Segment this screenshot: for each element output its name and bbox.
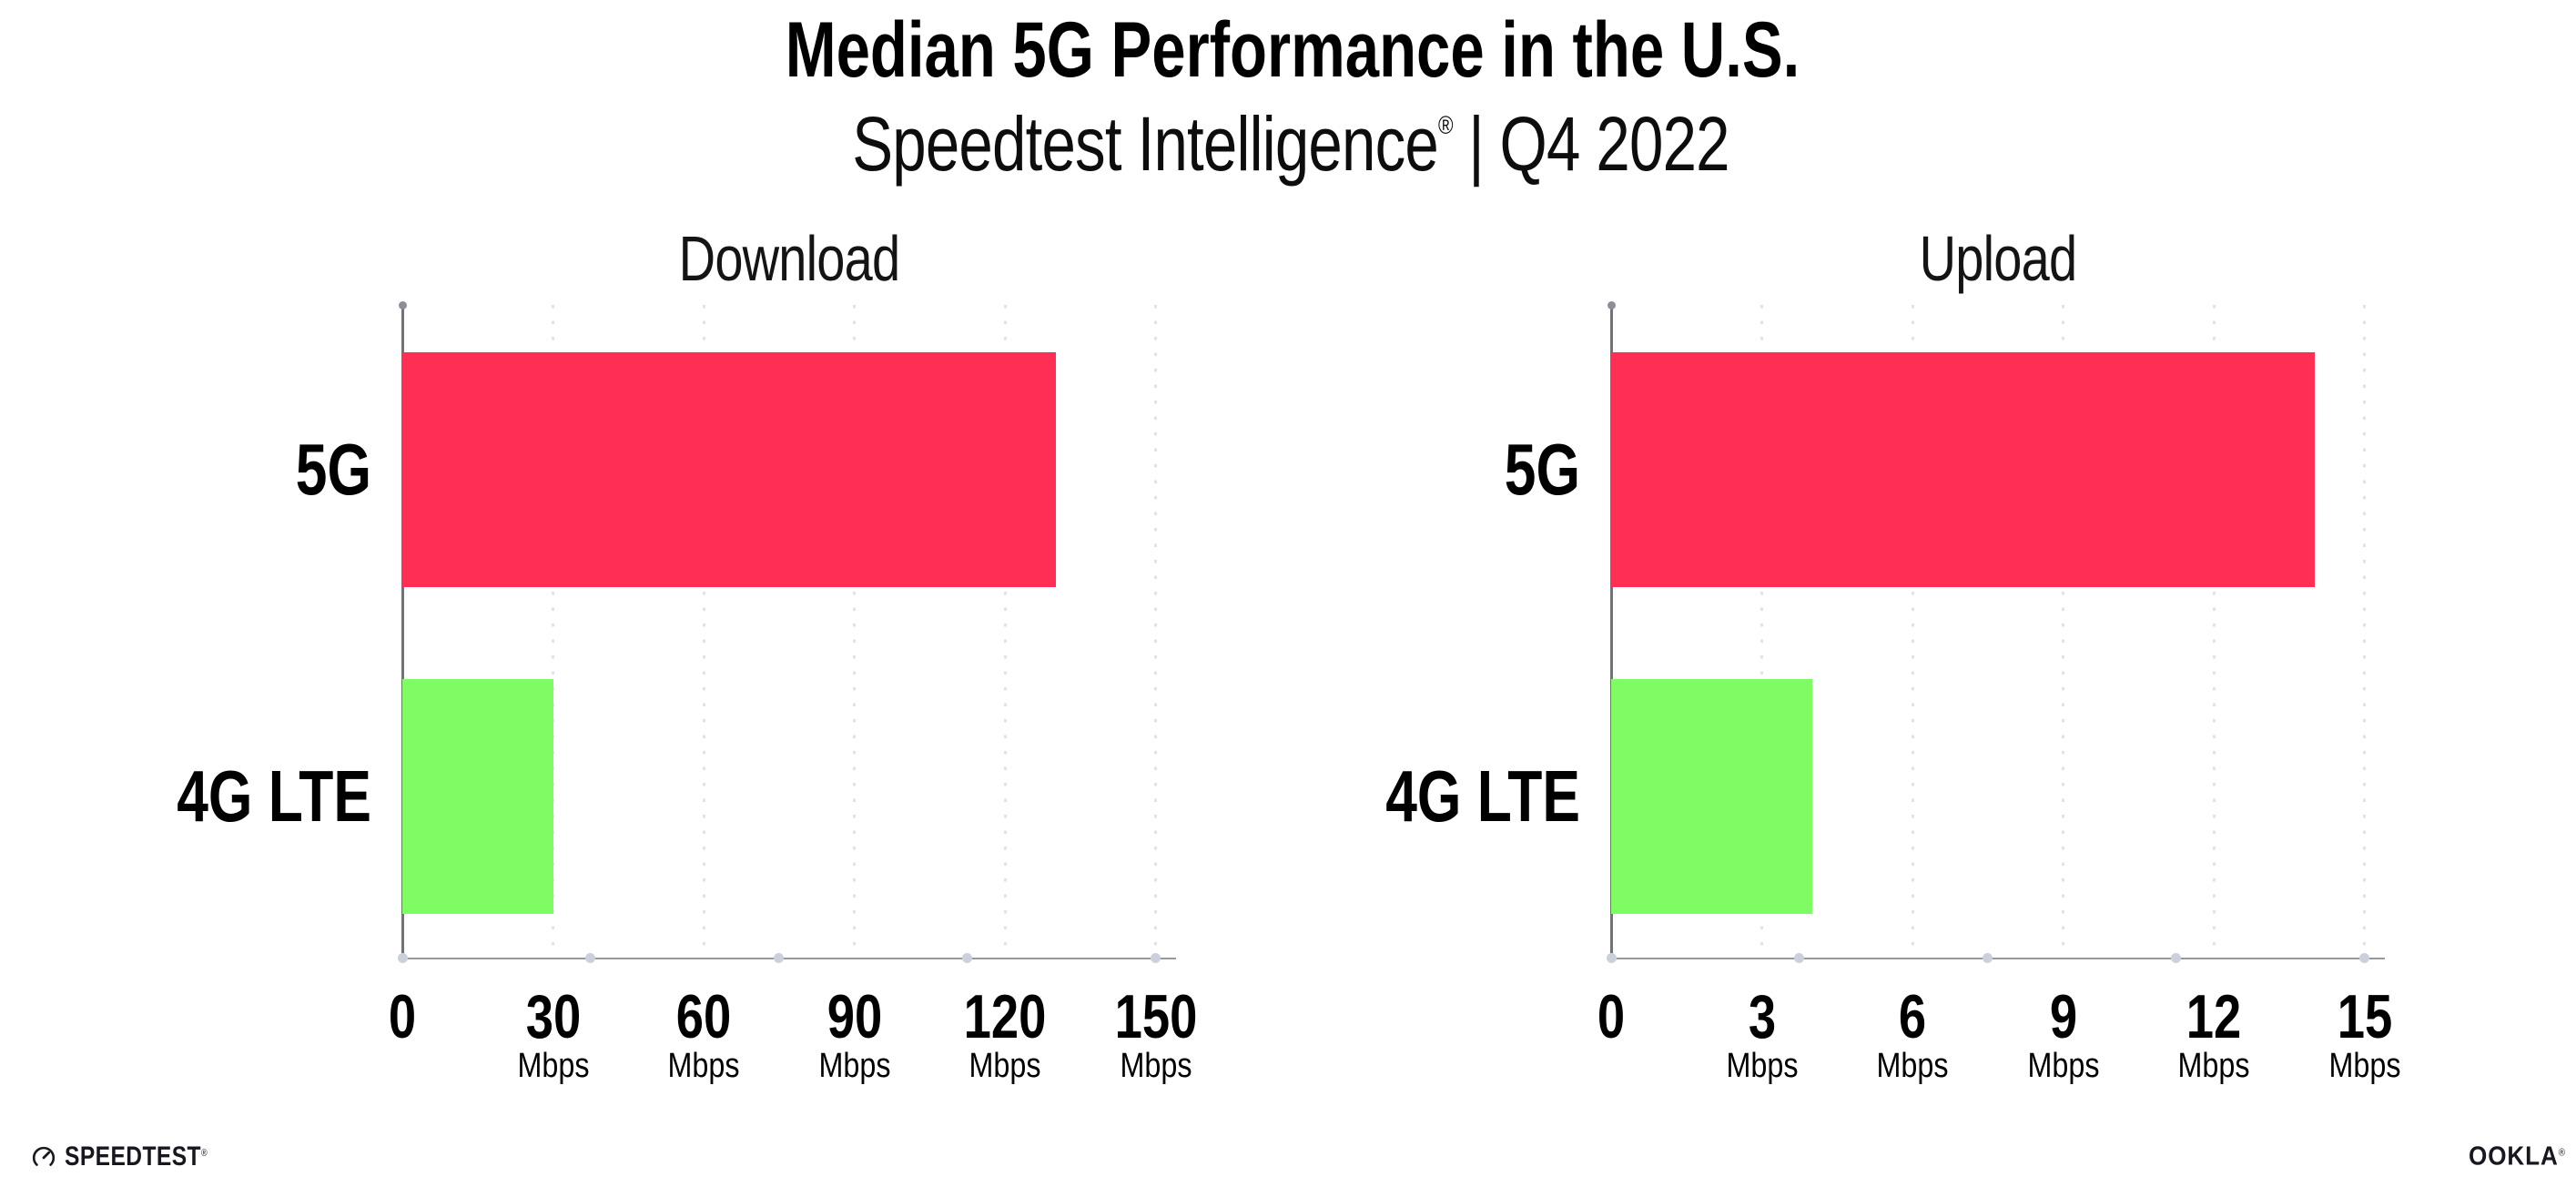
gridline-12 bbox=[2212, 305, 2216, 959]
bar-5g-upload bbox=[1611, 352, 2315, 587]
x-tick-value: 15 bbox=[2337, 982, 2393, 1051]
x-tick-unit: Mbps bbox=[2328, 1047, 2401, 1085]
chart-title-download: Download bbox=[678, 223, 900, 294]
x-tick-value: 60 bbox=[675, 982, 732, 1051]
x-tick-value: 6 bbox=[1899, 982, 1927, 1051]
category-label-5g: 5G bbox=[1504, 429, 1580, 510]
category-label-4g-lte: 4G LTE bbox=[177, 756, 371, 837]
plot-upload: Upload 5G 4G LTE 0 3 Mbps 6 Mbps 9 Mbps 12 Mbps 15 Mb… bbox=[1385, 227, 2400, 1083]
speedtest-wordmark: SPEEDTEST® bbox=[65, 1141, 208, 1172]
x-tick-unit: Mbps bbox=[1726, 1047, 1799, 1085]
speedometer-gauge-icon bbox=[32, 1146, 56, 1166]
x-tick-unit: Mbps bbox=[818, 1047, 891, 1085]
registered-mark: ® bbox=[200, 1148, 208, 1159]
page-subtitle: Speedtest Intelligence® | Q4 2022 bbox=[852, 106, 1729, 182]
axis-tick-dot bbox=[1151, 953, 1161, 963]
x-tick-value: 150 bbox=[1114, 982, 1198, 1051]
ookla-logo: OOKLA® bbox=[2469, 1141, 2576, 1172]
x-tick-unit: Mbps bbox=[2177, 1047, 2250, 1085]
axis-tick-dot bbox=[585, 953, 596, 963]
category-label-5g: 5G bbox=[295, 429, 371, 510]
x-tick-value: 90 bbox=[827, 982, 883, 1051]
axis-tick-dot bbox=[962, 953, 973, 963]
plot-download: Download 5G 4G LTE 0 30 Mbps 60 Mbps 90 Mbps 120 Mb… bbox=[177, 227, 1197, 1083]
subtitle-brand: Speedtest Intelligence bbox=[852, 101, 1438, 187]
bar-4g-lte-upload bbox=[1611, 679, 1812, 914]
gridline-30 bbox=[552, 305, 555, 959]
x-tick-value: 12 bbox=[2186, 982, 2242, 1051]
subtitle-separator: | bbox=[1468, 101, 1484, 187]
ookla-wordmark: OOKLA® bbox=[2469, 1141, 2566, 1172]
y-axis-line bbox=[1610, 305, 1613, 959]
axis-tick-dot bbox=[1606, 953, 1617, 963]
axis-tick-dot bbox=[2171, 953, 2182, 963]
x-tick-value: 0 bbox=[1597, 982, 1626, 1051]
axis-tick-dot bbox=[774, 953, 785, 963]
x-tick-unit: Mbps bbox=[969, 1047, 1041, 1085]
axis-tick-dot bbox=[1983, 953, 1993, 963]
x-tick-unit: Mbps bbox=[1120, 1047, 1192, 1085]
x-axis-line bbox=[402, 958, 1176, 959]
axis-tick-dot bbox=[1607, 301, 1616, 309]
bar-5g-download bbox=[402, 352, 1056, 587]
chart-title-upload: Upload bbox=[1919, 223, 2077, 294]
gridline-150 bbox=[1154, 305, 1158, 959]
axis-tick-dot bbox=[397, 953, 408, 963]
gridline-9 bbox=[2062, 305, 2065, 959]
gridline-3 bbox=[1760, 305, 1764, 959]
x-axis-line bbox=[1611, 958, 2385, 959]
subtitle-period: Q4 2022 bbox=[1499, 101, 1730, 187]
gridline-6 bbox=[1911, 305, 1914, 959]
gridline-90 bbox=[853, 305, 857, 959]
x-tick-value: 3 bbox=[1748, 982, 1776, 1051]
x-tick-value: 0 bbox=[388, 982, 417, 1051]
axis-tick-dot bbox=[399, 301, 407, 309]
axis-tick-dot bbox=[2359, 953, 2370, 963]
x-tick-unit: Mbps bbox=[1876, 1047, 1949, 1085]
x-tick-unit: Mbps bbox=[2027, 1047, 2100, 1085]
gridline-15 bbox=[2363, 305, 2367, 959]
registered-mark: ® bbox=[2558, 1147, 2566, 1159]
x-tick-value: 9 bbox=[2049, 982, 2077, 1051]
x-tick-unit: Mbps bbox=[667, 1047, 740, 1085]
registered-mark: ® bbox=[1437, 111, 1453, 139]
x-tick-value: 30 bbox=[525, 982, 581, 1051]
speedtest-logo: SPEEDTEST® bbox=[31, 1143, 238, 1171]
page-title: Median 5G Performance in the U.S. bbox=[785, 6, 1800, 94]
y-axis-line bbox=[401, 305, 404, 959]
bar-4g-lte-download bbox=[402, 679, 553, 914]
gridline-60 bbox=[702, 305, 705, 959]
gridline-120 bbox=[1003, 305, 1007, 959]
x-tick-value: 120 bbox=[963, 982, 1047, 1051]
x-tick-unit: Mbps bbox=[517, 1047, 590, 1085]
category-label-4g-lte: 4G LTE bbox=[1385, 756, 1580, 837]
axis-tick-dot bbox=[1794, 953, 1805, 963]
